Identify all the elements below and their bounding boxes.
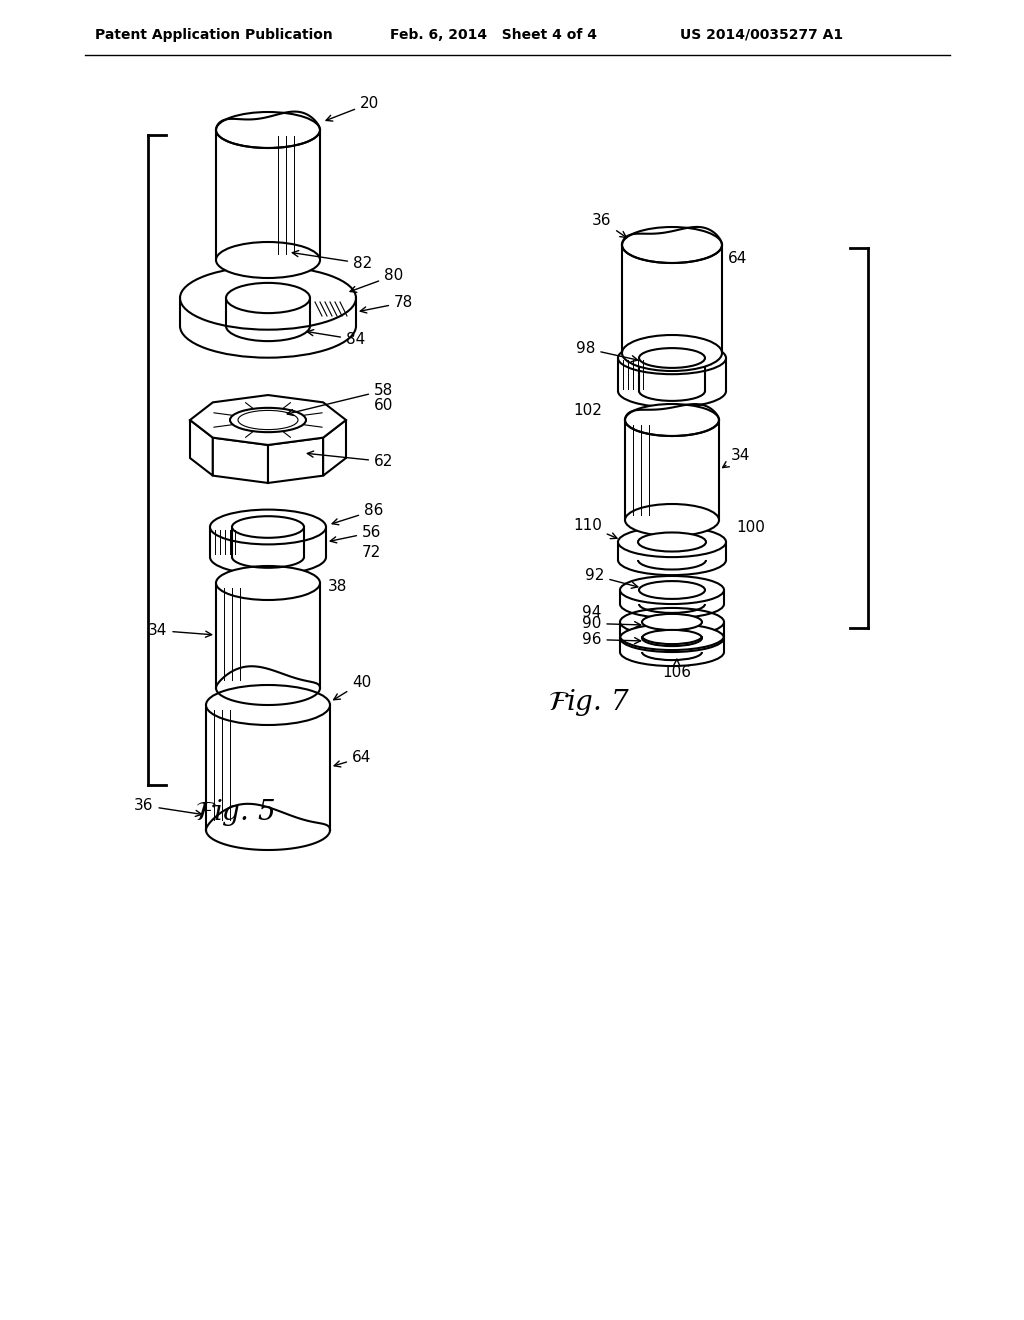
Ellipse shape xyxy=(216,112,319,148)
Text: 78: 78 xyxy=(360,294,414,313)
Text: 56: 56 xyxy=(331,525,381,543)
Polygon shape xyxy=(213,438,268,483)
Ellipse shape xyxy=(230,408,306,432)
Text: 64: 64 xyxy=(334,750,372,767)
Ellipse shape xyxy=(180,267,356,330)
Ellipse shape xyxy=(226,282,310,313)
Text: 96: 96 xyxy=(582,632,641,647)
Text: 92: 92 xyxy=(585,568,638,589)
Text: 90: 90 xyxy=(582,616,641,631)
Ellipse shape xyxy=(618,342,726,374)
Ellipse shape xyxy=(642,614,702,630)
Bar xyxy=(216,129,319,260)
Text: 110: 110 xyxy=(573,517,617,539)
Bar xyxy=(206,705,330,830)
Ellipse shape xyxy=(622,335,722,371)
Text: 102: 102 xyxy=(573,403,602,418)
Polygon shape xyxy=(190,395,346,445)
Ellipse shape xyxy=(206,685,330,725)
Text: 36: 36 xyxy=(592,213,627,238)
Text: 20: 20 xyxy=(326,96,379,121)
Text: 64: 64 xyxy=(728,251,748,267)
Text: 94: 94 xyxy=(582,605,601,620)
Text: 72: 72 xyxy=(362,545,381,560)
Polygon shape xyxy=(268,438,324,483)
Text: 62: 62 xyxy=(307,451,393,469)
Text: 106: 106 xyxy=(662,659,691,680)
Bar xyxy=(625,420,719,520)
Polygon shape xyxy=(190,420,213,475)
Text: 82: 82 xyxy=(292,251,373,271)
Text: 58: 58 xyxy=(287,383,393,416)
Ellipse shape xyxy=(232,516,304,537)
Polygon shape xyxy=(324,420,346,475)
Text: 100: 100 xyxy=(736,520,765,535)
Ellipse shape xyxy=(216,566,319,601)
Text: 40: 40 xyxy=(334,675,372,700)
Ellipse shape xyxy=(625,504,719,536)
Text: $\mathcal{F}$ig. 5: $\mathcal{F}$ig. 5 xyxy=(195,797,275,828)
Text: 86: 86 xyxy=(332,503,383,525)
Text: 34: 34 xyxy=(723,447,751,467)
Ellipse shape xyxy=(638,532,706,552)
Text: 36: 36 xyxy=(134,799,202,817)
Text: US 2014/0035277 A1: US 2014/0035277 A1 xyxy=(680,28,843,42)
Text: $\mathcal{F}$ig. 7: $\mathcal{F}$ig. 7 xyxy=(548,686,630,718)
Ellipse shape xyxy=(625,404,719,436)
Text: 80: 80 xyxy=(350,268,403,292)
Ellipse shape xyxy=(620,624,724,652)
Ellipse shape xyxy=(216,242,319,279)
Ellipse shape xyxy=(639,348,705,368)
Ellipse shape xyxy=(238,411,298,429)
Text: 60: 60 xyxy=(374,399,393,413)
Text: 98: 98 xyxy=(575,341,638,362)
Bar xyxy=(622,246,722,352)
Ellipse shape xyxy=(642,630,702,645)
Ellipse shape xyxy=(620,576,724,605)
Bar xyxy=(216,583,319,688)
Text: Feb. 6, 2014   Sheet 4 of 4: Feb. 6, 2014 Sheet 4 of 4 xyxy=(390,28,597,42)
Text: 34: 34 xyxy=(148,623,212,638)
Ellipse shape xyxy=(620,609,724,636)
Ellipse shape xyxy=(622,227,722,263)
Ellipse shape xyxy=(210,510,326,544)
Text: Patent Application Publication: Patent Application Publication xyxy=(95,28,333,42)
Ellipse shape xyxy=(639,581,705,599)
Text: 84: 84 xyxy=(307,330,366,347)
Ellipse shape xyxy=(618,527,726,557)
Text: 38: 38 xyxy=(328,579,347,594)
